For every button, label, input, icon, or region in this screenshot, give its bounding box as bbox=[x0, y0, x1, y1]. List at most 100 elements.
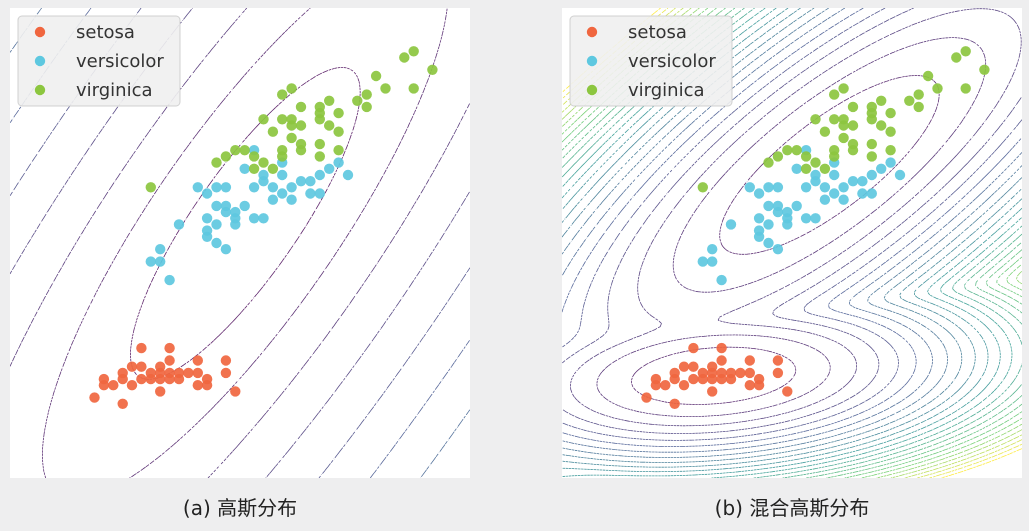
data-point-versicolor bbox=[791, 200, 802, 212]
data-point-virginica bbox=[295, 120, 307, 131]
data-point-versicolor bbox=[791, 163, 802, 174]
data-point-versicolor bbox=[286, 194, 297, 205]
data-point-setosa bbox=[678, 380, 690, 391]
data-point-versicolor bbox=[772, 182, 784, 193]
data-point-versicolor bbox=[220, 200, 232, 212]
data-point-virginica bbox=[885, 145, 896, 156]
data-point-setosa bbox=[725, 367, 737, 379]
data-point-setosa bbox=[220, 355, 232, 366]
data-point-versicolor bbox=[314, 188, 325, 199]
data-point-virginica bbox=[239, 145, 250, 156]
data-point-versicolor bbox=[286, 182, 297, 193]
data-point-versicolor bbox=[305, 188, 316, 199]
data-point-virginica bbox=[324, 95, 335, 107]
data-point-versicolor bbox=[258, 213, 269, 224]
data-point-virginica bbox=[866, 138, 877, 150]
data-point-virginica bbox=[979, 64, 990, 75]
data-point-setosa bbox=[155, 386, 166, 397]
data-point-versicolor bbox=[155, 244, 166, 255]
data-point-versicolor bbox=[810, 169, 821, 181]
data-point-versicolor bbox=[819, 194, 831, 205]
data-point-versicolor bbox=[707, 244, 718, 255]
data-point-setosa bbox=[688, 361, 699, 372]
data-point-virginica bbox=[408, 46, 419, 57]
data-point-virginica bbox=[913, 101, 924, 113]
caption-panel-a: (a) 高斯分布 bbox=[182, 496, 298, 520]
data-point-virginica bbox=[361, 89, 372, 100]
legend-marker-virginica bbox=[34, 84, 46, 96]
data-point-versicolor bbox=[239, 163, 250, 174]
data-point-virginica bbox=[772, 151, 784, 162]
data-point-setosa bbox=[155, 361, 166, 372]
data-point-versicolor bbox=[211, 182, 222, 193]
data-point-setosa bbox=[744, 367, 755, 379]
data-point-virginica bbox=[847, 120, 859, 131]
data-point-virginica bbox=[847, 138, 859, 150]
data-point-setosa bbox=[173, 367, 185, 379]
data-point-virginica bbox=[866, 101, 877, 113]
data-point-setosa bbox=[707, 361, 718, 372]
contour-line bbox=[562, 8, 1022, 453]
data-point-virginica bbox=[220, 151, 232, 162]
chart-panel-gaussian: setosa versicolor virginica bbox=[10, 8, 470, 478]
data-point-setosa bbox=[201, 373, 213, 385]
data-point-setosa bbox=[772, 367, 784, 379]
data-point-versicolor bbox=[885, 157, 896, 168]
data-point-versicolor bbox=[248, 182, 260, 193]
data-point-versicolor bbox=[772, 244, 784, 255]
data-point-virginica bbox=[847, 101, 859, 113]
data-point-virginica bbox=[277, 145, 288, 156]
data-point-setosa bbox=[108, 380, 119, 391]
contour-line bbox=[562, 8, 1022, 458]
data-point-versicolor bbox=[164, 274, 175, 286]
contour-line bbox=[42, 8, 448, 478]
data-point-setosa bbox=[136, 342, 147, 354]
legend: setosa versicolor virginica bbox=[17, 15, 181, 107]
data-point-virginica bbox=[145, 182, 156, 193]
data-point-versicolor bbox=[744, 182, 755, 193]
data-point-virginica bbox=[885, 107, 896, 119]
data-point-virginica bbox=[333, 107, 344, 119]
data-point-virginica bbox=[876, 120, 887, 131]
data-point-virginica bbox=[361, 101, 372, 113]
data-point-virginica bbox=[838, 83, 849, 94]
data-point-versicolor bbox=[829, 188, 840, 199]
data-point-setosa bbox=[164, 355, 175, 366]
data-point-virginica bbox=[782, 145, 793, 156]
data-point-setosa bbox=[220, 367, 232, 379]
data-point-virginica bbox=[810, 157, 821, 168]
legend-marker-setosa bbox=[586, 26, 598, 38]
data-point-versicolor bbox=[211, 219, 222, 230]
data-point-virginica bbox=[829, 145, 840, 156]
data-point-virginica bbox=[838, 132, 849, 144]
data-point-virginica bbox=[333, 145, 344, 156]
contour-line bbox=[570, 8, 1022, 427]
data-point-setosa bbox=[697, 367, 708, 379]
data-point-virginica bbox=[866, 151, 877, 162]
data-point-versicolor bbox=[753, 225, 765, 236]
data-point-setosa bbox=[753, 373, 765, 385]
data-point-virginica bbox=[763, 157, 774, 168]
data-point-versicolor bbox=[239, 200, 250, 212]
data-point-virginica bbox=[697, 182, 708, 193]
data-point-setosa bbox=[716, 342, 727, 354]
data-point-virginica bbox=[267, 126, 279, 137]
data-point-versicolor bbox=[800, 182, 812, 193]
data-point-versicolor bbox=[314, 169, 325, 181]
data-point-versicolor bbox=[838, 194, 849, 205]
data-point-versicolor bbox=[819, 182, 831, 193]
contour-line bbox=[596, 37, 987, 417]
data-point-virginica bbox=[408, 83, 419, 94]
data-point-setosa bbox=[641, 392, 652, 403]
data-point-virginica bbox=[876, 95, 887, 107]
contour-line bbox=[10, 8, 470, 478]
data-point-versicolor bbox=[857, 176, 868, 187]
legend-label-versicolor: versicolor bbox=[628, 51, 716, 72]
legend-marker-virginica bbox=[586, 84, 598, 96]
data-point-setosa bbox=[145, 367, 156, 379]
data-point-versicolor bbox=[155, 256, 166, 267]
data-point-virginica bbox=[819, 163, 831, 174]
data-point-versicolor bbox=[876, 163, 887, 174]
data-point-setosa bbox=[716, 367, 727, 379]
data-point-virginica bbox=[922, 70, 934, 82]
